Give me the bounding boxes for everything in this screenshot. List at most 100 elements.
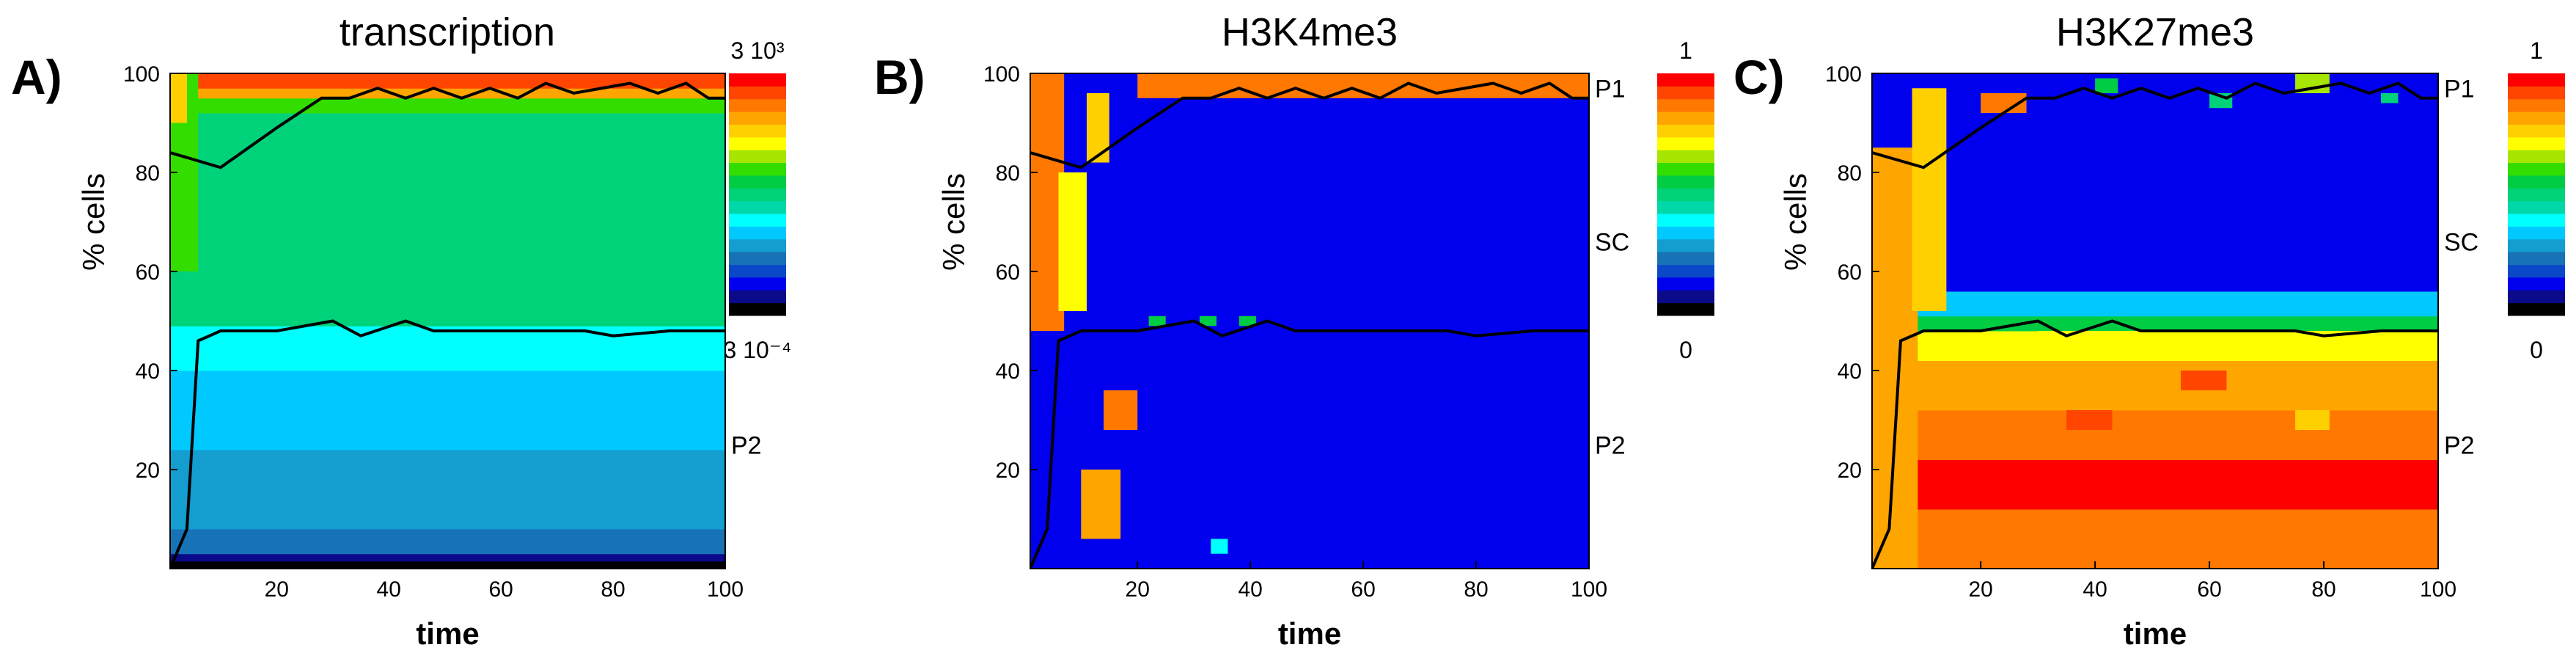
colorbar-swatch <box>729 98 786 112</box>
colorbar-max-label: 1 <box>1679 37 1692 64</box>
region-label-p2: P2 <box>1595 431 1626 459</box>
heatmap-band <box>1872 410 2438 460</box>
colorbar-swatch <box>2508 124 2565 138</box>
colorbar-swatch <box>729 264 786 278</box>
colorbar-swatch <box>2508 214 2565 227</box>
heatmap-band <box>1872 291 2438 317</box>
colorbar-swatch <box>729 150 786 164</box>
x-tick-label: 60 <box>2197 577 2221 602</box>
region-label-sc: SC <box>1595 229 1629 257</box>
panel-label: A) <box>11 50 62 104</box>
x-tick-label: 80 <box>601 577 625 602</box>
colorbar-min-label: 0 <box>2530 337 2543 363</box>
heatmap-band <box>170 98 725 114</box>
heatmap-band <box>1030 73 1589 569</box>
heatmap-band <box>170 529 725 555</box>
colorbar-swatch <box>2508 112 2565 125</box>
colorbar-swatch <box>2508 264 2565 278</box>
heatmap-band <box>170 371 725 450</box>
x-axis-label: time <box>2124 616 2187 651</box>
colorbar-swatch <box>2508 290 2565 304</box>
boundary-line-lower <box>1872 319 2438 569</box>
boundary-line-lower <box>1030 319 1589 569</box>
chart-panel-3: 20 40 60 80 100 20 40 60 80 100 time % cells H3K27me… <box>1733 10 2565 651</box>
region-label-p2: P2 <box>2444 431 2475 459</box>
colorbar-min-label: 0 <box>1679 337 1692 363</box>
chart-panel-2: 20 40 60 80 100 20 40 60 80 100 time % cells H3K4me3… <box>874 10 1714 651</box>
heatmap-band <box>1872 509 2438 569</box>
heatmap-patch <box>1058 172 1087 311</box>
heatmap-patch <box>2095 78 2118 93</box>
heatmap-patch <box>2038 331 2438 351</box>
colorbar-swatch <box>729 73 786 87</box>
colorbar-swatch <box>1657 136 1714 150</box>
colorbar-swatch <box>1657 150 1714 164</box>
colorbar-swatch <box>1657 162 1714 176</box>
colorbar-swatch <box>2508 86 2565 100</box>
colorbar-swatch <box>729 290 786 304</box>
heatmap-patch <box>1148 315 1166 326</box>
heatmap-patch <box>1211 539 1228 554</box>
colorbar-swatch <box>2508 226 2565 240</box>
region-label-p2: P2 <box>731 431 762 459</box>
colorbar-swatch <box>729 277 786 291</box>
heatmap-patch <box>2381 93 2399 103</box>
y-tick-label: 100 <box>123 62 160 87</box>
y-tick-label: 80 <box>996 161 1020 186</box>
colorbar-swatch <box>1657 112 1714 125</box>
colorbar-swatch <box>1657 277 1714 291</box>
colorbar-swatch <box>729 302 786 316</box>
x-tick-label: 40 <box>377 577 401 602</box>
colorbar-swatch <box>2508 238 2565 252</box>
heatmap-patch <box>2066 410 2113 430</box>
heatmap-patch <box>1081 470 1121 539</box>
colorbar-swatch <box>729 162 786 176</box>
chart-panel-1: 20 40 60 80 100 20 40 60 80 100 time % cells transcr… <box>11 10 791 651</box>
colorbar-max-label: 3 10³ <box>731 37 785 64</box>
heatmap-patch <box>170 73 187 123</box>
colorbar-swatch <box>1657 188 1714 202</box>
y-tick-label: 40 <box>996 360 1020 384</box>
colorbar-swatch <box>2508 175 2565 189</box>
colorbar-swatch <box>1657 98 1714 112</box>
colorbar-swatch <box>1657 264 1714 278</box>
x-tick-label: 80 <box>2311 577 2335 602</box>
y-tick-label: 80 <box>136 161 160 186</box>
y-tick-label: 60 <box>996 260 1020 285</box>
y-axis-label: % cells <box>1778 173 1813 271</box>
colorbar-swatch <box>1657 290 1714 304</box>
x-tick-label: 20 <box>265 577 289 602</box>
heatmap-band <box>170 113 725 326</box>
colorbar-swatch <box>1657 73 1714 87</box>
y-tick-label: 100 <box>1825 62 1862 87</box>
y-tick-label: 20 <box>996 459 1020 483</box>
heatmap-band <box>170 450 725 530</box>
colorbar-max-label: 1 <box>2530 37 2543 64</box>
colorbar-swatch <box>1657 200 1714 214</box>
x-tick-label: 20 <box>1968 577 1992 602</box>
colorbar-swatch <box>2508 98 2565 112</box>
colorbar-swatch <box>2508 73 2565 87</box>
heatmap-patch <box>1104 390 1138 430</box>
colorbar-swatch <box>729 175 786 189</box>
region-label-p1: P1 <box>1595 75 1626 103</box>
heatmap-area <box>170 73 725 569</box>
heatmap-band <box>170 553 725 562</box>
plot-frame <box>1871 73 2439 569</box>
heatmap-patch <box>1086 93 1109 163</box>
x-axis-label: time <box>1278 616 1341 651</box>
heatmap-band <box>170 73 725 89</box>
y-tick-label: 40 <box>136 360 160 384</box>
heatmap-patch <box>1239 315 1256 326</box>
x-tick-label: 100 <box>707 577 744 602</box>
colorbar-swatch <box>729 124 786 138</box>
heatmap-area <box>1872 73 2438 569</box>
heatmap-band <box>1872 98 2438 292</box>
colorbar-swatch <box>2508 252 2565 266</box>
colorbar-swatch <box>729 226 786 240</box>
boundary-line-upper <box>170 81 725 169</box>
colorbar-swatch <box>729 214 786 227</box>
colorbar-swatch <box>729 252 786 266</box>
y-tick-label: 20 <box>1838 459 1862 483</box>
